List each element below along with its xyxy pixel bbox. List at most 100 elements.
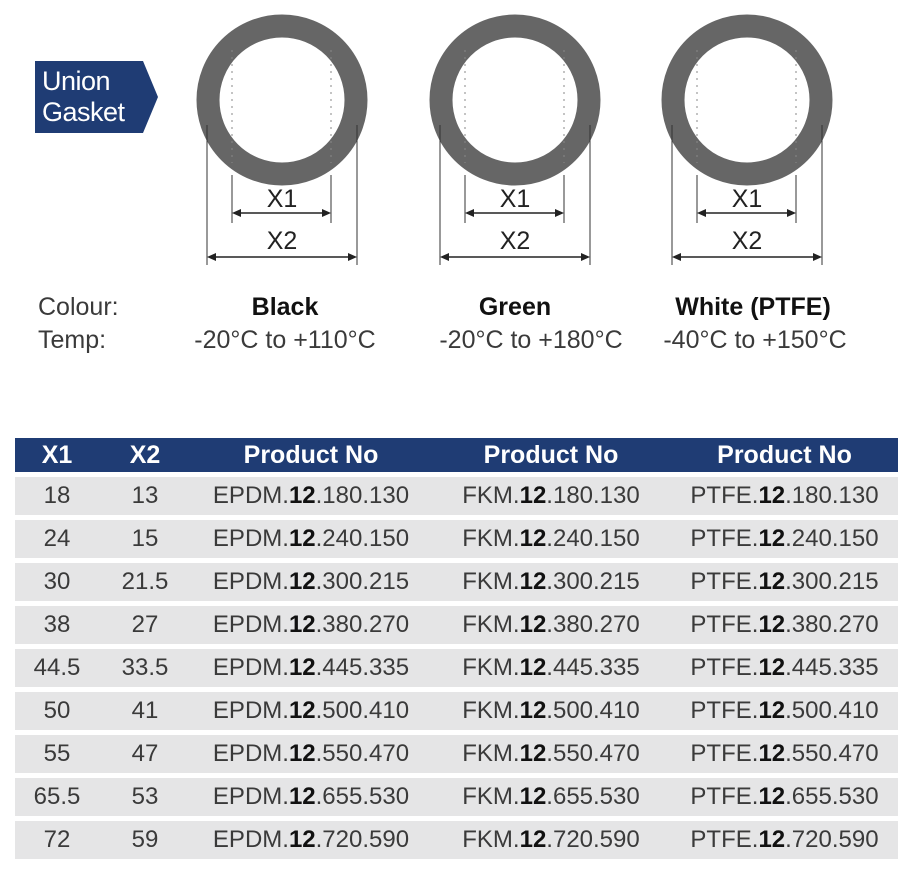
header-product-ptfe: Product No (671, 438, 898, 472)
product-code: 12 (519, 611, 547, 638)
product-code: 12 (519, 525, 547, 552)
cell-product-ptfe: PTFE.12.500.410 (671, 692, 898, 730)
product-code: 12 (519, 568, 547, 595)
cell-x1: 30 (15, 563, 99, 601)
product-prefix: PTFE. (690, 697, 759, 724)
gasket-ring-icon (429, 14, 601, 265)
cell-product-epdm: EPDM.12.655.530 (191, 778, 431, 816)
product-code: 12 (288, 611, 316, 638)
temp-green: -20°C to +180°C (439, 326, 623, 354)
table-body: 18 13 EPDM.12.180.130 FKM.12.180.130 PTFE.12… (15, 477, 898, 859)
gasket-ring-icon (661, 14, 833, 265)
product-prefix: PTFE. (690, 783, 759, 810)
product-suffix: .720.590 (785, 826, 879, 853)
cell-product-fkm: FKM.12.240.150 (431, 520, 671, 558)
table-row: 44.5 33.5 EPDM.12.445.335 FKM.12.445.335 PTF… (15, 649, 898, 687)
product-code: 12 (288, 654, 316, 681)
product-suffix: .500.410 (785, 697, 879, 724)
product-suffix: .500.410 (546, 697, 640, 724)
product-code: 12 (758, 525, 786, 552)
product-suffix: .380.270 (315, 611, 410, 638)
cell-product-epdm: EPDM.12.550.470 (191, 735, 431, 773)
table-row: 18 13 EPDM.12.180.130 FKM.12.180.130 PTFE.12… (15, 477, 898, 515)
table-row: 55 47 EPDM.12.550.470 FKM.12.550.470 PTFE.12… (15, 735, 898, 773)
product-prefix: FKM. (462, 525, 520, 552)
product-prefix: PTFE. (690, 740, 759, 767)
cell-product-ptfe: PTFE.12.380.270 (671, 606, 898, 644)
dimension-x1-label: X1 (266, 185, 298, 213)
cell-x1: 44.5 (15, 649, 99, 687)
cell-product-fkm: FKM.12.720.590 (431, 821, 671, 859)
header-x1: X1 (15, 438, 99, 472)
product-code: 12 (519, 783, 547, 810)
cell-product-epdm: EPDM.12.180.130 (191, 477, 431, 515)
product-prefix: FKM. (462, 826, 520, 853)
product-code: 12 (288, 525, 316, 552)
table-row: 24 15 EPDM.12.240.150 FKM.12.240.150 PTFE.12… (15, 520, 898, 558)
cell-product-ptfe: PTFE.12.240.150 (671, 520, 898, 558)
product-suffix: .720.590 (546, 826, 640, 853)
product-suffix: .240.150 (785, 525, 879, 552)
gasket-diagram-white: X1 X2 (661, 14, 833, 270)
product-prefix: FKM. (462, 611, 520, 638)
product-suffix: .445.335 (785, 654, 879, 681)
product-suffix: .240.150 (546, 525, 640, 552)
product-code: 12 (758, 654, 786, 681)
product-suffix: .720.590 (315, 826, 410, 853)
product-suffix: .380.270 (785, 611, 879, 638)
product-prefix: FKM. (462, 697, 520, 724)
cell-x2: 59 (99, 821, 191, 859)
union-gasket-tag: Union Gasket (35, 61, 158, 133)
product-suffix: .550.470 (315, 740, 410, 767)
product-suffix: .180.130 (785, 482, 879, 509)
product-prefix: PTFE. (690, 611, 759, 638)
product-code: 12 (519, 697, 547, 724)
cell-product-epdm: EPDM.12.380.270 (191, 606, 431, 644)
cell-x2: 15 (99, 520, 191, 558)
product-code: 12 (758, 482, 786, 509)
colour-green: Green (478, 293, 552, 321)
cell-product-ptfe: PTFE.12.550.470 (671, 735, 898, 773)
cell-product-fkm: FKM.12.180.130 (431, 477, 671, 515)
product-prefix: EPDM. (212, 697, 289, 724)
cell-product-ptfe: PTFE.12.655.530 (671, 778, 898, 816)
tag-arrow-shape (35, 61, 158, 133)
table-row: 72 59 EPDM.12.720.590 FKM.12.720.590 PTFE.12… (15, 821, 898, 859)
product-code: 12 (288, 482, 316, 509)
cell-product-fkm: FKM.12.445.335 (431, 649, 671, 687)
product-code: 12 (758, 740, 786, 767)
cell-x1: 18 (15, 477, 99, 515)
cell-product-fkm: FKM.12.550.470 (431, 735, 671, 773)
table-row: 50 41 EPDM.12.500.410 FKM.12.500.410 PTFE.12… (15, 692, 898, 730)
product-prefix: FKM. (462, 740, 520, 767)
cell-product-fkm: FKM.12.300.215 (431, 563, 671, 601)
table-header-row: X1 X2 Product No Product No Product No (15, 438, 898, 472)
colour-label: Colour: (38, 293, 119, 321)
gasket-ring-icon (196, 14, 368, 265)
cell-product-epdm: EPDM.12.445.335 (191, 649, 431, 687)
product-table: X1 X2 Product No Product No Product No 1… (15, 433, 898, 864)
cell-product-epdm: EPDM.12.240.150 (191, 520, 431, 558)
gasket-diagram-black: X1 X2 (196, 14, 368, 270)
cell-product-ptfe: PTFE.12.180.130 (671, 477, 898, 515)
product-suffix: .655.530 (546, 783, 640, 810)
product-prefix: EPDM. (212, 525, 289, 552)
cell-x1: 24 (15, 520, 99, 558)
colour-black: Black (251, 293, 319, 321)
header-product-epdm: Product No (191, 438, 431, 472)
product-suffix: .500.410 (315, 697, 410, 724)
product-code: 12 (288, 697, 316, 724)
cell-x2: 13 (99, 477, 191, 515)
cell-x2: 21.5 (99, 563, 191, 601)
product-code: 12 (758, 783, 786, 810)
product-suffix: .445.335 (315, 654, 410, 681)
product-suffix: .180.130 (546, 482, 640, 509)
temp-label: Temp: (38, 326, 107, 354)
product-code: 12 (288, 740, 316, 767)
product-prefix: FKM. (462, 654, 520, 681)
table-row: 38 27 EPDM.12.380.270 FKM.12.380.270 PTFE.12… (15, 606, 898, 644)
cell-x2: 53 (99, 778, 191, 816)
product-code: 12 (519, 826, 547, 853)
product-prefix: PTFE. (690, 525, 759, 552)
table-row: 65.5 53 EPDM.12.655.530 FKM.12.655.530 PTFE.… (15, 778, 898, 816)
